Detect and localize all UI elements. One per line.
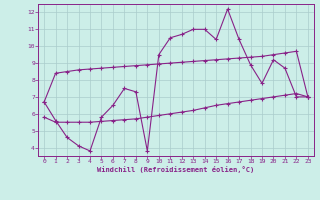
X-axis label: Windchill (Refroidissement éolien,°C): Windchill (Refroidissement éolien,°C) (97, 166, 255, 173)
